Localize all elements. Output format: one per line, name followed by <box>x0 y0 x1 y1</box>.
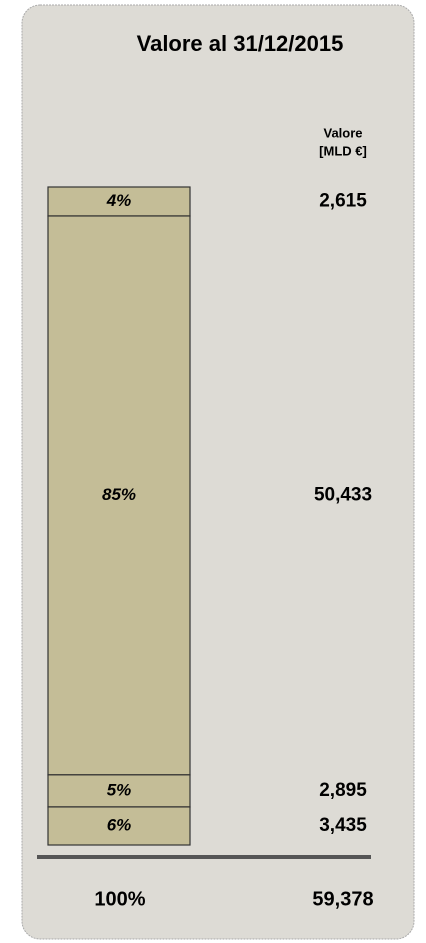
bar-segment <box>47 806 191 846</box>
value-label: 50,433 <box>314 484 372 505</box>
bar-segment <box>47 215 191 776</box>
share-label: 5% <box>107 780 132 799</box>
share-label: 4% <box>106 191 132 210</box>
share-label: 85% <box>102 485 136 504</box>
share-label: 6% <box>107 815 132 834</box>
bar-segment <box>47 186 191 217</box>
total-share-label: 100% <box>94 888 145 910</box>
value-label: 2,895 <box>319 780 367 801</box>
total-label: 59,378 <box>312 888 373 910</box>
column-header: [MLD €] <box>319 143 367 158</box>
chart-title: Valore al 31/12/2015 <box>137 31 344 56</box>
value-label: 3,435 <box>319 815 367 836</box>
column-header: Valore <box>323 125 362 140</box>
value-label: 2,615 <box>319 191 367 212</box>
